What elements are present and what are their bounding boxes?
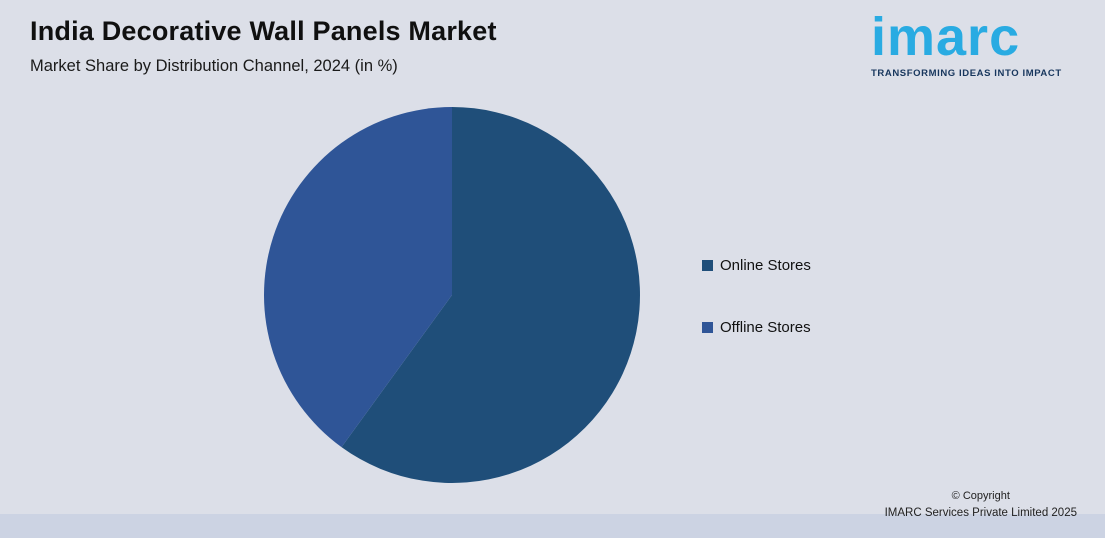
chart-header: India Decorative Wall Panels Market Mark… bbox=[30, 16, 497, 76]
legend-label: Offline Stores bbox=[720, 318, 811, 336]
copyright-line1: © Copyright bbox=[951, 490, 1010, 503]
legend-item-offline-stores: Offline Stores bbox=[702, 318, 811, 336]
copyright-line2: IMARC Services Private Limited 2025 bbox=[884, 506, 1077, 519]
pie-chart bbox=[263, 107, 640, 483]
legend-swatch-icon bbox=[702, 259, 713, 271]
pie-slice-offline-stores bbox=[263, 107, 452, 448]
pie-slice-online-stores bbox=[341, 107, 640, 483]
chart-subtitle: Market Share by Distribution Channel, 20… bbox=[30, 57, 398, 75]
legend: Online Stores Offline Stores bbox=[702, 256, 811, 380]
imarc-logo: imarc TRANSFORMING IDEAS INTO IMPACT bbox=[871, 10, 1089, 79]
chart-title: India Decorative Wall Panels Market bbox=[30, 16, 497, 46]
bottom-band bbox=[0, 514, 1105, 538]
imarc-logo-wordmark: imarc bbox=[871, 7, 1021, 67]
copyright: © Copyright IMARC Services Private Limit… bbox=[885, 488, 1077, 522]
pie-chart-area bbox=[258, 101, 646, 489]
legend-swatch-icon bbox=[702, 321, 713, 333]
legend-label: Online Stores bbox=[720, 256, 811, 274]
legend-item-online-stores: Online Stores bbox=[702, 256, 811, 274]
imarc-logo-tagline: TRANSFORMING IDEAS INTO IMPACT bbox=[871, 68, 1062, 79]
